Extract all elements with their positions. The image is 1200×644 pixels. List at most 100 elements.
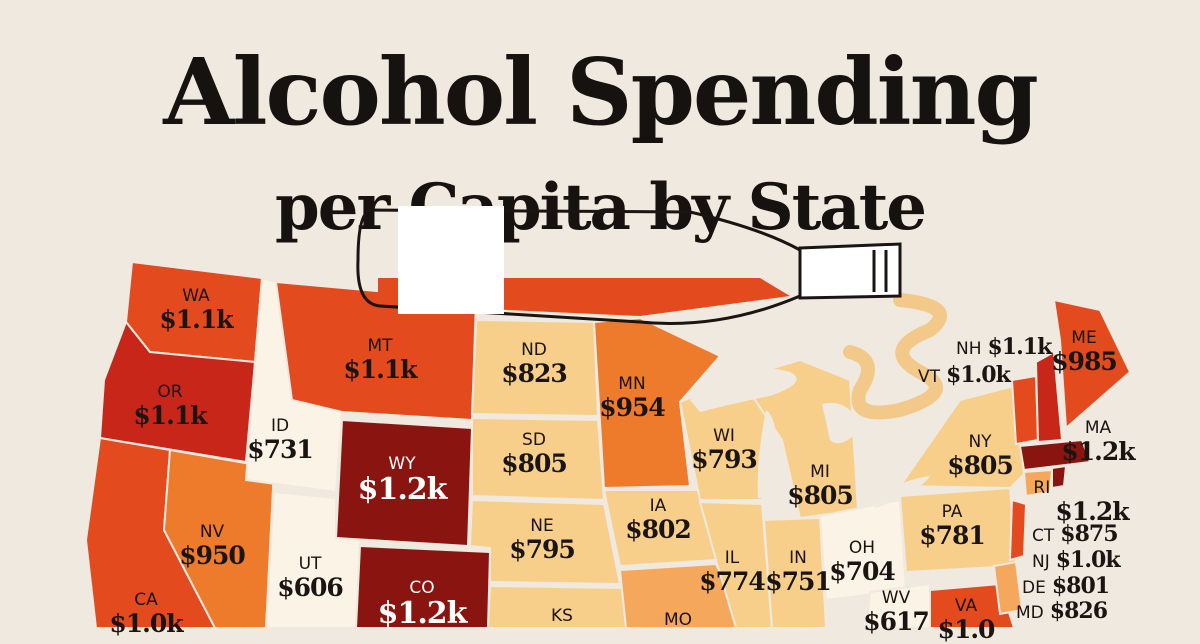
- label-nj: NJ $1.0k: [1032, 547, 1121, 573]
- state-abbr-ri: RI: [1033, 478, 1051, 498]
- state-abbr-ne: NE: [530, 516, 554, 536]
- state-shape-vt: [1010, 374, 1040, 446]
- label-mo: MO: [664, 612, 692, 631]
- label-mn: MN $954: [599, 376, 666, 422]
- label-ma: MA $1.2k: [1061, 418, 1135, 466]
- label-ks: KS: [551, 608, 573, 627]
- state-abbr-mi: MI: [810, 462, 830, 482]
- bottle-outline: [356, 208, 802, 325]
- state-abbr-va: VA: [954, 596, 978, 616]
- title-line-2: per Capita by State: [275, 170, 927, 245]
- state-abbr-il: IL: [724, 548, 740, 568]
- state-shape-nd: [470, 318, 600, 418]
- state-value-de: $801: [1051, 573, 1110, 599]
- state-value-or: $1.1k: [133, 401, 207, 430]
- us-map: [84, 206, 1132, 628]
- label-mi: MI $805: [787, 462, 854, 509]
- state-value-nj: $1.0k: [1055, 547, 1121, 573]
- state-value-sd: $805: [501, 449, 568, 478]
- state-value-md: $826: [1049, 598, 1108, 624]
- state-value-nv: $950: [179, 541, 246, 570]
- state-abbr-ut: UT: [298, 554, 322, 574]
- state-abbr-me: ME: [1071, 328, 1097, 348]
- state-shape-ut: [264, 490, 362, 628]
- label-ct: CT $875: [1032, 521, 1119, 547]
- state-shape-sd: [471, 416, 606, 502]
- state-shape-me: [1052, 298, 1132, 431]
- state-abbr-wa: WA: [182, 286, 210, 306]
- label-co: CO $1.2k: [377, 578, 468, 631]
- state-shape-co: [354, 544, 492, 628]
- state-shape-va: [929, 582, 1016, 628]
- state-value-wy: $1.2k: [357, 472, 448, 507]
- state-abbr-ny: NY: [968, 432, 992, 452]
- state-value-pa: $781: [919, 521, 986, 550]
- state-abbr-co: CO: [409, 578, 435, 598]
- label-me: ME $985: [1051, 328, 1118, 376]
- lake-michigan: [757, 410, 777, 499]
- label-ny: NY $805: [947, 432, 1014, 480]
- label-il: IL $774: [699, 548, 766, 596]
- lake-huron: [822, 403, 860, 444]
- state-shape-ma: [1018, 438, 1092, 472]
- label-oh: OH $704: [829, 540, 896, 586]
- state-value-mn: $954: [599, 393, 666, 422]
- label-ne: NE $795: [509, 516, 576, 563]
- spilled-river: [843, 293, 947, 420]
- state-shape-in: [762, 516, 828, 628]
- state-shape-md-de: [992, 560, 1024, 616]
- state-value-ct: $875: [1060, 521, 1118, 547]
- state-value-ny: $805: [947, 451, 1014, 480]
- state-abbr-ks: KS: [551, 606, 573, 626]
- state-abbr-ia: IA: [649, 496, 667, 516]
- state-abbr-id: ID: [270, 416, 290, 436]
- state-abbr-wv: WV: [881, 588, 911, 608]
- state-value-ia: $802: [625, 515, 692, 544]
- label-ia: IA $802: [625, 496, 692, 544]
- label-pa: PA $781: [919, 502, 986, 550]
- state-abbr-ct: CT: [1032, 526, 1055, 546]
- label-wv: WV $617: [863, 588, 930, 635]
- state-value-in: $751: [765, 567, 832, 596]
- state-value-me: $985: [1051, 347, 1118, 376]
- state-abbr-sd: SD: [522, 430, 546, 450]
- state-value-ma: $1.2k: [1061, 437, 1135, 466]
- state-value-ca: $1.0k: [109, 609, 183, 638]
- state-abbr-mo: MO: [663, 610, 693, 630]
- lake-superior: [690, 367, 797, 412]
- state-shape-mo: [618, 562, 746, 628]
- state-value-co: $1.2k: [377, 596, 468, 631]
- state-abbr-nd: ND: [521, 340, 547, 360]
- state-value-il: $774: [699, 567, 766, 596]
- state-shape-nh: [1034, 350, 1064, 444]
- state-abbr-ma: MA: [1084, 418, 1112, 438]
- label-wi: WI $793: [691, 428, 758, 473]
- label-nd: ND $823: [501, 340, 568, 388]
- state-shape-ne: [468, 498, 622, 586]
- label-ut: UT $606: [277, 554, 344, 602]
- state-value-id: $731: [247, 435, 314, 464]
- state-value-mt: $1.1k: [343, 355, 417, 384]
- state-value-nd: $823: [501, 359, 568, 388]
- state-shape-wy: [334, 418, 474, 548]
- state-value-ut: $606: [277, 573, 344, 602]
- state-shape-ct: [1022, 468, 1054, 498]
- label-id: ID $731: [247, 416, 314, 464]
- state-abbr-in: IN: [789, 548, 807, 568]
- state-value-va: $1.0: [937, 615, 996, 644]
- state-abbr-nh: NH: [956, 339, 982, 359]
- label-in: IN $751: [765, 548, 832, 596]
- state-value-vt: $1.0k: [946, 362, 1011, 388]
- state-abbr-nj: NJ: [1032, 552, 1050, 572]
- state-value-oh: $704: [829, 557, 896, 586]
- label-nv: NV $950: [179, 524, 246, 570]
- bottle-illustration: [356, 206, 902, 325]
- label-va: VA $1.0: [937, 596, 996, 644]
- lake-erie: [870, 476, 930, 508]
- state-shape-wv: [864, 582, 931, 628]
- label-nh: NH $1.1k: [956, 334, 1053, 360]
- state-value-nh: $1.1k: [987, 334, 1053, 360]
- label-md: MD $826: [1016, 598, 1108, 624]
- state-abbr-pa: PA: [941, 502, 963, 522]
- state-shape-il: [698, 500, 774, 628]
